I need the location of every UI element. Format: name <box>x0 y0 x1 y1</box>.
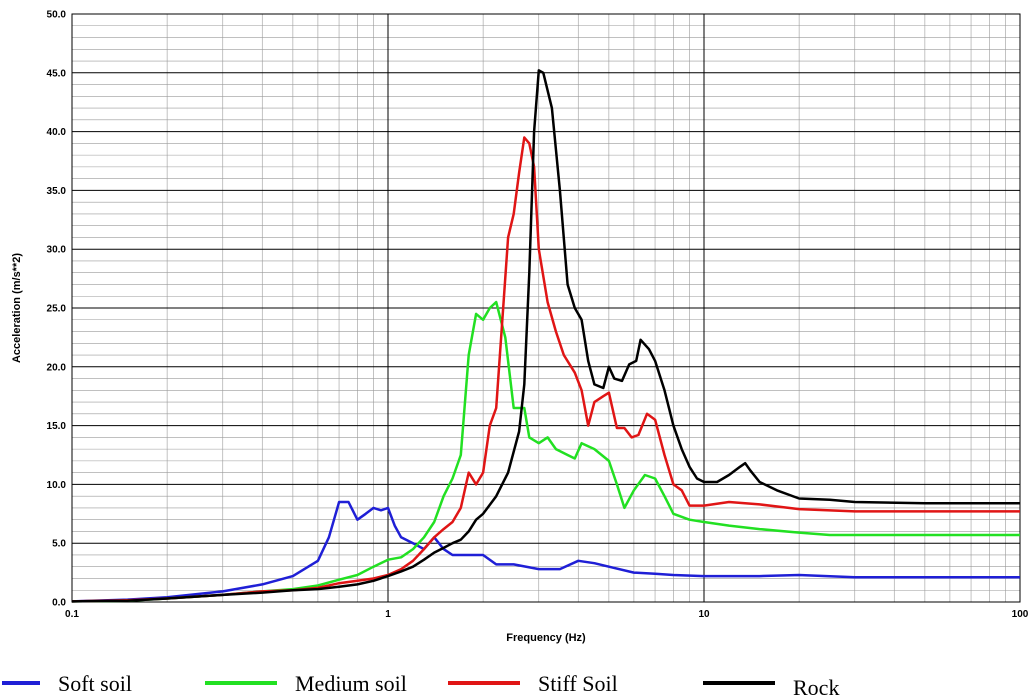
y-tick-label: 25.0 <box>47 304 67 315</box>
y-tick-label: 15.0 <box>47 421 67 432</box>
y-tick-label: 0.0 <box>52 598 66 609</box>
legend-label: Soft soil <box>58 671 132 696</box>
series-line-soft-soil <box>71 500 1020 603</box>
y-tick-label: 20.0 <box>47 362 67 373</box>
y-tick-label: 35.0 <box>47 186 67 197</box>
y-tick-label: 50.0 <box>47 10 67 21</box>
plot-area-frame <box>71 13 1021 603</box>
legend-label: Rock <box>793 675 839 699</box>
x-axis-tick-labels: 0.1 1 10 100 <box>65 609 1028 620</box>
legend: Soft soil Medium soil Stiff Soil Rock <box>2 671 839 699</box>
x-axis-title: Frequency (Hz) <box>506 632 586 644</box>
y-tick-label: 40.0 <box>47 127 67 138</box>
x-tick-label: 1 <box>385 609 391 620</box>
series-line-medium-soil <box>71 300 1020 603</box>
y-tick-label: 5.0 <box>52 539 66 550</box>
major-gridlines <box>71 13 1021 603</box>
series-lines <box>71 69 1020 603</box>
legend-label: Medium soil <box>295 671 407 696</box>
series-line-rock <box>71 69 1020 603</box>
x-tick-label: 10 <box>698 609 710 620</box>
x-tick-label: 100 <box>1012 609 1028 620</box>
y-tick-label: 30.0 <box>47 245 67 256</box>
y-tick-label: 45.0 <box>47 68 67 79</box>
y-tick-label: 10.0 <box>47 480 67 491</box>
minor-gridlines <box>72 14 1020 602</box>
legend-label: Stiff Soil <box>538 671 618 696</box>
series-line-stiff-soil <box>71 136 1020 603</box>
x-tick-label: 0.1 <box>65 609 79 620</box>
y-axis-tick-labels: 0.0 5.0 10.0 15.0 20.0 25.0 30.0 35.0 40.0 45.0 50… <box>47 10 67 609</box>
y-axis-title: Acceleration (m/s**2) <box>11 253 23 363</box>
